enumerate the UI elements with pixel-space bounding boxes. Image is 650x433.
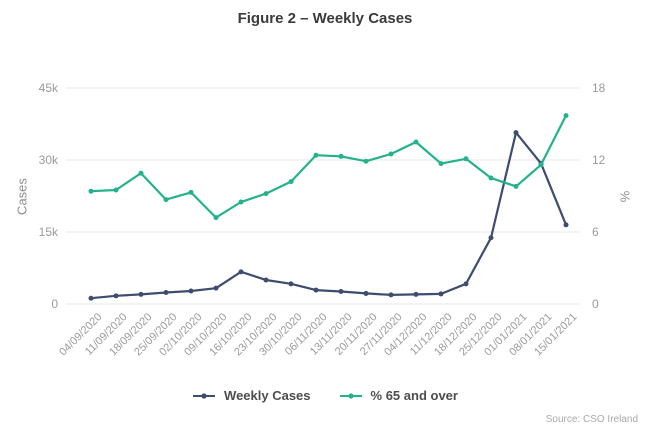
y-axis-tick-right: 6: [592, 225, 599, 239]
data-point-weekly-cases: [513, 130, 519, 136]
data-point-65-and-over: [513, 183, 519, 189]
data-point-weekly-cases: [238, 269, 244, 275]
data-point-65-and-over: [88, 188, 94, 194]
data-point-65-and-over: [288, 179, 294, 185]
source-note: Source: CSO Ireland: [545, 414, 638, 425]
data-point-65-and-over: [188, 189, 194, 195]
data-point-weekly-cases: [488, 235, 494, 241]
y-axis-tick-left: 30k: [38, 153, 58, 167]
data-point-65-and-over: [138, 170, 144, 176]
data-point-65-and-over: [113, 187, 119, 193]
left-axis-title: Cases: [14, 178, 30, 215]
data-point-weekly-cases: [213, 285, 219, 291]
y-axis-tick-left: 45k: [38, 81, 58, 95]
data-point-65-and-over: [563, 113, 569, 119]
data-point-65-and-over: [413, 139, 419, 145]
data-point-65-and-over: [463, 156, 469, 162]
legend-marker-icon: [193, 392, 216, 399]
data-point-weekly-cases: [138, 291, 144, 297]
legend-item-65-and-over[interactable]: % 65 and over: [339, 388, 458, 403]
data-point-weekly-cases: [413, 291, 419, 297]
series-line-weekly-cases: [89, 131, 568, 300]
chart-legend: Weekly Cases % 65 and over: [0, 388, 650, 403]
legend-item-weekly-cases[interactable]: Weekly Cases: [192, 388, 311, 403]
data-point-weekly-cases: [188, 288, 194, 294]
data-point-weekly-cases: [563, 222, 569, 228]
data-point-weekly-cases: [388, 292, 394, 298]
legend-label: Weekly Cases: [224, 388, 311, 403]
data-point-65-and-over: [338, 153, 344, 159]
data-point-weekly-cases: [313, 287, 319, 293]
data-point-65-and-over: [263, 191, 269, 197]
legend-marker-icon: [339, 392, 362, 399]
series-line-65-and-over: [89, 114, 568, 219]
data-point-65-and-over: [488, 175, 494, 181]
data-point-65-and-over: [438, 161, 444, 167]
right-axis-title: %: [617, 190, 633, 203]
data-point-weekly-cases: [113, 293, 119, 299]
data-point-weekly-cases: [88, 295, 94, 301]
data-point-weekly-cases: [363, 290, 369, 296]
data-point-65-and-over: [313, 152, 319, 158]
data-point-65-and-over: [213, 215, 219, 221]
data-point-weekly-cases: [263, 277, 269, 283]
data-point-weekly-cases: [338, 289, 344, 295]
y-axis-tick-right: 12: [592, 153, 606, 167]
data-point-weekly-cases: [288, 281, 294, 287]
y-axis-tick-right: 18: [592, 81, 606, 95]
chart-title: Figure 2 – Weekly Cases: [237, 10, 413, 27]
data-point-weekly-cases: [438, 291, 444, 297]
data-point-65-and-over: [388, 151, 394, 157]
data-point-weekly-cases: [463, 281, 469, 287]
data-point-65-and-over: [363, 158, 369, 164]
data-point-weekly-cases: [163, 289, 169, 295]
data-point-65-and-over: [538, 162, 544, 168]
y-axis-tick-left: 15k: [38, 225, 58, 239]
data-point-65-and-over: [163, 197, 169, 203]
data-point-65-and-over: [238, 199, 244, 205]
y-axis-tick-right: 0: [592, 297, 599, 311]
y-axis-tick-left: 0: [51, 297, 58, 311]
legend-label: % 65 and over: [370, 388, 458, 403]
